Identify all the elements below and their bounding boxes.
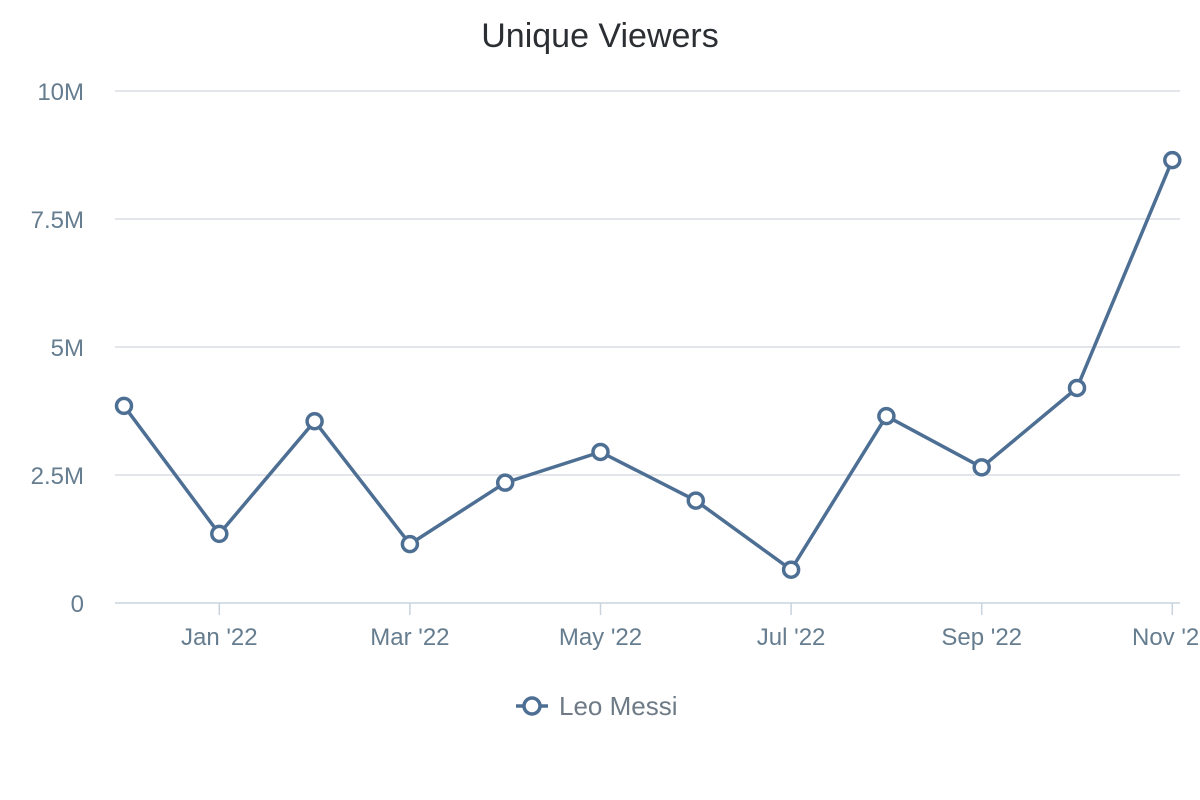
chart-title: Unique Viewers: [481, 17, 719, 55]
x-tick-label: Jul '22: [757, 624, 826, 651]
x-tick-label: Jan '22: [181, 624, 258, 651]
data-point[interactable]: [114, 396, 134, 416]
x-tick-label: May '22: [559, 624, 642, 651]
data-point[interactable]: [686, 491, 706, 510]
x-axis: [218, 603, 1174, 615]
y-tick-label: 0: [71, 591, 84, 618]
series-group: [114, 150, 1182, 579]
data-point[interactable]: [1163, 150, 1182, 170]
legend[interactable]: Leo Messi: [516, 691, 678, 721]
grid-lines: [115, 90, 1180, 604]
y-tick-label: 5M: [51, 335, 84, 362]
x-tick-label: Nov '22: [1132, 624, 1200, 651]
data-point[interactable]: [1067, 378, 1087, 398]
series-line: [122, 158, 1175, 572]
data-point[interactable]: [877, 406, 896, 426]
y-axis-tick-labels: 0 2.5M 5M 7.5M 10M: [31, 79, 84, 618]
data-point[interactable]: [781, 560, 801, 579]
y-tick-label: 2.5M: [31, 463, 84, 490]
y-tick-label: 10M: [37, 79, 84, 106]
data-point[interactable]: [305, 411, 324, 431]
data-point[interactable]: [495, 473, 515, 492]
x-tick-label: Mar '22: [370, 624, 449, 651]
y-tick-label: 7.5M: [31, 207, 84, 234]
data-point[interactable]: [972, 458, 991, 477]
legend-circle-marker: [522, 696, 542, 716]
data-point[interactable]: [400, 534, 420, 554]
x-axis-tick-labels: Jan '22 Mar '22 May '22 Jul '22 Sep '22 Nov '…: [181, 624, 1200, 651]
legend-label[interactable]: Leo Messi: [559, 691, 678, 721]
data-point[interactable]: [210, 524, 229, 544]
data-point[interactable]: [591, 442, 610, 462]
x-tick-label: Sep '22: [941, 624, 1022, 651]
